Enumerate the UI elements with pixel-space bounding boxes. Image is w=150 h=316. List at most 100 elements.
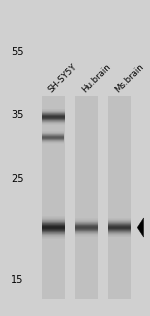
Bar: [42, 224, 65, 225]
Bar: [108, 220, 131, 221]
Bar: [42, 228, 65, 229]
Bar: [75, 235, 98, 236]
Bar: [42, 218, 65, 219]
Bar: [108, 225, 131, 226]
Text: 35: 35: [11, 110, 23, 120]
Bar: [42, 236, 65, 237]
Bar: [108, 219, 131, 220]
Bar: [108, 226, 131, 227]
Text: 55: 55: [11, 47, 23, 57]
Bar: [75, 225, 98, 226]
Bar: [108, 218, 131, 219]
Bar: [42, 223, 65, 224]
Bar: [108, 227, 131, 228]
Bar: [42, 233, 65, 234]
Bar: [42, 226, 65, 227]
FancyBboxPatch shape: [42, 96, 65, 299]
Bar: [75, 229, 98, 230]
Bar: [42, 121, 65, 122]
Bar: [108, 219, 131, 220]
Bar: [75, 220, 98, 221]
Bar: [108, 218, 131, 219]
Bar: [75, 236, 98, 237]
Bar: [42, 111, 65, 112]
Bar: [42, 120, 65, 121]
Bar: [75, 221, 98, 222]
Bar: [108, 236, 131, 237]
Bar: [42, 231, 65, 232]
Bar: [108, 234, 131, 235]
Bar: [42, 112, 65, 113]
FancyBboxPatch shape: [75, 96, 98, 299]
Bar: [42, 118, 65, 119]
Bar: [75, 230, 98, 231]
Bar: [75, 233, 98, 234]
Bar: [108, 220, 131, 221]
Bar: [42, 237, 65, 238]
Bar: [108, 223, 131, 224]
Bar: [42, 228, 65, 229]
Bar: [75, 228, 98, 229]
Bar: [42, 113, 65, 114]
Bar: [42, 121, 65, 122]
Bar: [108, 235, 131, 236]
Bar: [108, 222, 131, 223]
Bar: [75, 231, 98, 232]
Text: Ms.brain: Ms.brain: [113, 63, 145, 95]
Bar: [42, 232, 65, 233]
Bar: [108, 230, 131, 231]
Bar: [42, 112, 65, 113]
Bar: [42, 119, 65, 120]
Bar: [75, 219, 98, 220]
Bar: [75, 223, 98, 224]
Text: 15: 15: [11, 275, 23, 285]
Bar: [42, 225, 65, 226]
Polygon shape: [137, 218, 144, 237]
Bar: [75, 234, 98, 235]
Bar: [42, 220, 65, 221]
Bar: [42, 216, 65, 217]
Bar: [42, 119, 65, 120]
Bar: [42, 236, 65, 237]
Bar: [42, 115, 65, 116]
Bar: [75, 226, 98, 227]
Bar: [42, 221, 65, 222]
Bar: [42, 122, 65, 123]
Bar: [108, 228, 131, 229]
Bar: [42, 226, 65, 227]
Bar: [108, 233, 131, 234]
Bar: [42, 219, 65, 220]
Text: Hu.brain: Hu.brain: [80, 63, 112, 95]
Bar: [42, 110, 65, 111]
Bar: [108, 231, 131, 232]
Bar: [75, 222, 98, 223]
Bar: [42, 230, 65, 231]
Bar: [108, 232, 131, 233]
Bar: [108, 221, 131, 222]
Bar: [75, 224, 98, 225]
Bar: [42, 234, 65, 235]
Bar: [42, 114, 65, 115]
Bar: [42, 220, 65, 221]
Bar: [108, 235, 131, 236]
Bar: [42, 109, 65, 110]
Bar: [42, 222, 65, 223]
Bar: [42, 229, 65, 230]
Bar: [42, 123, 65, 124]
Bar: [108, 236, 131, 237]
Bar: [42, 117, 65, 118]
Bar: [42, 234, 65, 235]
Bar: [75, 218, 98, 219]
Bar: [108, 229, 131, 230]
Bar: [42, 218, 65, 219]
Bar: [42, 232, 65, 233]
Bar: [42, 116, 65, 117]
Bar: [75, 230, 98, 231]
Bar: [42, 216, 65, 217]
Bar: [75, 219, 98, 220]
Bar: [42, 222, 65, 223]
Text: 25: 25: [11, 173, 23, 184]
Bar: [42, 238, 65, 239]
Bar: [75, 227, 98, 228]
Bar: [42, 238, 65, 239]
